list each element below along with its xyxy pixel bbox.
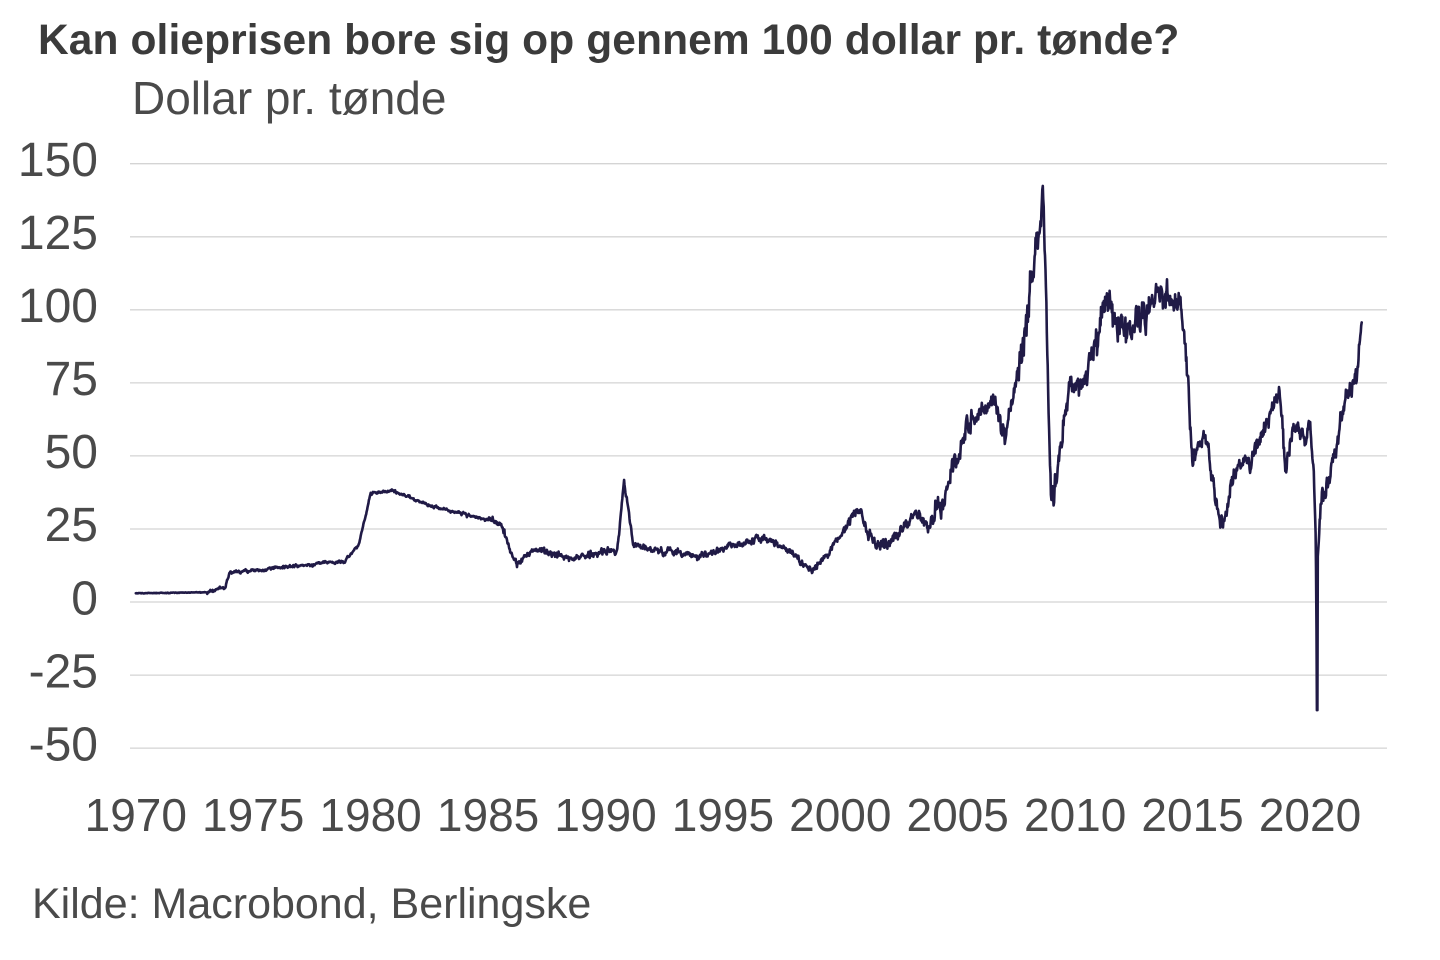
svg-text:1990: 1990 (554, 789, 656, 841)
svg-text:25: 25 (45, 499, 98, 552)
svg-text:100: 100 (18, 280, 98, 333)
svg-text:50: 50 (45, 426, 98, 479)
svg-text:2000: 2000 (789, 789, 891, 841)
svg-text:2020: 2020 (1259, 789, 1361, 841)
svg-text:125: 125 (18, 207, 98, 260)
svg-text:1970: 1970 (85, 789, 187, 841)
svg-text:150: 150 (18, 134, 98, 187)
svg-text:2015: 2015 (1141, 789, 1243, 841)
svg-text:1995: 1995 (672, 789, 774, 841)
svg-text:2005: 2005 (907, 789, 1009, 841)
svg-text:1975: 1975 (202, 789, 304, 841)
svg-text:75: 75 (45, 353, 98, 406)
svg-text:-50: -50 (29, 718, 98, 771)
svg-text:2010: 2010 (1024, 789, 1126, 841)
svg-text:1980: 1980 (319, 789, 421, 841)
svg-text:-25: -25 (29, 645, 98, 698)
svg-text:0: 0 (71, 572, 98, 625)
svg-text:1985: 1985 (437, 789, 539, 841)
